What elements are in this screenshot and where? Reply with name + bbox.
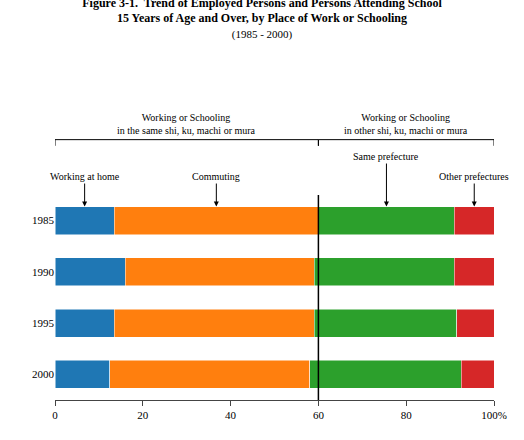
svg-text:20: 20: [137, 409, 149, 421]
svg-text:2000: 2000: [32, 368, 55, 380]
svg-text:1995: 1995: [32, 317, 55, 329]
svg-text:1990: 1990: [32, 266, 55, 278]
svg-text:Other prefectures: Other prefectures: [439, 171, 509, 182]
svg-text:60: 60: [313, 409, 325, 421]
svg-text:80: 80: [401, 409, 413, 421]
svg-text:Working at home: Working at home: [50, 171, 120, 182]
svg-text:100%: 100%: [481, 409, 507, 421]
svg-text:Working or Schoolingin other s: Working or Schoolingin other shi, ku, ma…: [344, 112, 468, 136]
svg-text:40: 40: [225, 409, 237, 421]
svg-text:Working or Schoolingin the sam: Working or Schoolingin the same shi, ku,…: [117, 112, 256, 136]
svg-text:1985: 1985: [32, 214, 55, 226]
svg-text:Same prefecture: Same prefecture: [353, 151, 419, 162]
svg-text:0: 0: [52, 409, 58, 421]
svg-text:Commuting: Commuting: [192, 171, 240, 182]
svg-text:Figure 3-1. Trend of Employed: Figure 3-1. Trend of Employed Persons an…: [82, 0, 442, 41]
